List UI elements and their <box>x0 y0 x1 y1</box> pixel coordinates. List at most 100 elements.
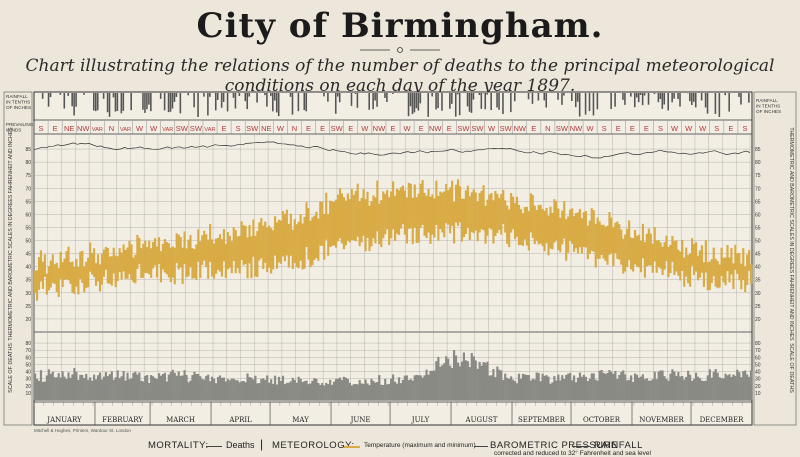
deaths-bar <box>303 381 306 400</box>
temperature-bar <box>559 217 562 253</box>
deaths-bar <box>96 375 100 400</box>
temperature-bar <box>466 185 469 229</box>
rainfall-bar <box>691 93 693 106</box>
temperature-bar <box>714 258 717 287</box>
temperature-bar <box>238 235 241 274</box>
deaths-bar <box>89 377 92 400</box>
temp-tick-label-left: 30 <box>25 291 31 297</box>
rainfall-bar <box>73 93 75 116</box>
deaths-bar <box>382 385 385 400</box>
temperature-bar <box>694 242 698 272</box>
temperature-bar <box>382 191 385 239</box>
deaths-bar <box>191 375 194 400</box>
temperature-bar <box>71 261 74 293</box>
temperature-bar <box>279 220 283 264</box>
temperature-bar <box>685 247 688 277</box>
temperature-bar <box>136 234 139 270</box>
deaths-bar <box>423 375 426 400</box>
wind-label: SW <box>457 124 470 133</box>
temperature-bar <box>421 180 424 225</box>
temperature-bar <box>183 231 186 265</box>
deaths-bar <box>39 370 43 400</box>
temperature-bar <box>260 218 263 259</box>
deaths-bar <box>437 356 440 400</box>
temperature-bar <box>277 219 281 263</box>
deaths-bar <box>673 371 676 400</box>
temp-tick-label-right: 70 <box>755 186 761 192</box>
rainfall-bar <box>112 93 115 98</box>
deaths-bar <box>482 362 485 400</box>
deaths-bar <box>177 371 180 400</box>
deaths-bar <box>451 367 454 400</box>
deaths-bar <box>433 370 436 400</box>
rainfall-bar <box>510 93 512 113</box>
deaths-bar <box>199 376 202 400</box>
legend-pressure-note: corrected and reduced to 32° Fahrenheit … <box>494 450 651 457</box>
wind-label: NW <box>429 124 442 133</box>
temperature-bar <box>171 246 174 278</box>
temperature-bar <box>543 210 546 252</box>
temperature-bar <box>750 264 753 284</box>
deaths-bar <box>285 382 288 400</box>
deaths-bar <box>142 381 145 400</box>
deaths-bar <box>628 379 631 400</box>
temp-tick-label-right: 55 <box>755 225 761 231</box>
deaths-bar <box>580 376 584 400</box>
legend-temperature-swatch <box>344 446 360 448</box>
rainfall-scale-label-right: OF INCHES <box>756 109 781 114</box>
deaths-bar <box>480 365 483 400</box>
deaths-bar <box>234 380 237 400</box>
rainfall-bar <box>203 93 205 97</box>
temperature-bar <box>126 247 129 279</box>
temperature-bar <box>177 234 180 270</box>
temperature-bar <box>104 246 107 270</box>
temperature-bar <box>395 188 399 234</box>
deaths-bar <box>517 373 521 400</box>
deaths-bar <box>535 372 538 400</box>
deaths-bar <box>124 380 127 400</box>
rainfall-bar <box>49 93 52 98</box>
deaths-bar <box>368 385 371 400</box>
deaths-bar <box>712 371 715 400</box>
temperature-bar <box>128 240 131 275</box>
temperature-bar <box>675 240 678 272</box>
deaths-bar <box>155 378 159 400</box>
temperature-bar <box>417 193 420 243</box>
deaths-bar <box>399 383 403 400</box>
deaths-bar <box>466 361 469 400</box>
wind-label: W <box>699 124 707 133</box>
deaths-bar <box>122 370 125 400</box>
temperature-bar <box>209 223 212 262</box>
temperature-bar <box>230 241 233 274</box>
deaths-bar <box>224 381 227 400</box>
temperature-bar <box>348 199 351 243</box>
deaths-bar <box>51 371 54 400</box>
deaths-bar <box>519 378 523 400</box>
deaths-bar <box>486 361 489 400</box>
temperature-bar <box>110 256 113 286</box>
temperature-bar <box>240 221 243 261</box>
rainfall-bar <box>592 93 595 116</box>
rainfall-bar <box>368 93 370 110</box>
deaths-bar <box>226 379 229 400</box>
month-label: MARCH <box>166 416 195 424</box>
temp-tick-label-right: 25 <box>755 304 761 310</box>
temperature-bar <box>665 235 668 262</box>
temperature-bar <box>303 216 306 269</box>
chart-title: City of Birmingham. <box>196 6 604 46</box>
temperature-bar <box>285 209 288 256</box>
deaths-bar <box>746 374 749 400</box>
temperature-bar <box>59 251 62 279</box>
temperature-bar <box>248 225 251 264</box>
deaths-bar <box>161 374 165 400</box>
deaths-bar <box>596 380 599 400</box>
month-label: JUNE <box>350 416 371 424</box>
temperature-bar <box>616 221 619 259</box>
temperature-bar <box>519 209 523 245</box>
temperature-bar <box>122 244 125 272</box>
temperature-bar <box>53 264 56 284</box>
deaths-bar <box>726 375 729 400</box>
temperature-bar <box>370 201 373 247</box>
deaths-bar <box>281 375 285 400</box>
deaths-bar <box>106 376 109 400</box>
